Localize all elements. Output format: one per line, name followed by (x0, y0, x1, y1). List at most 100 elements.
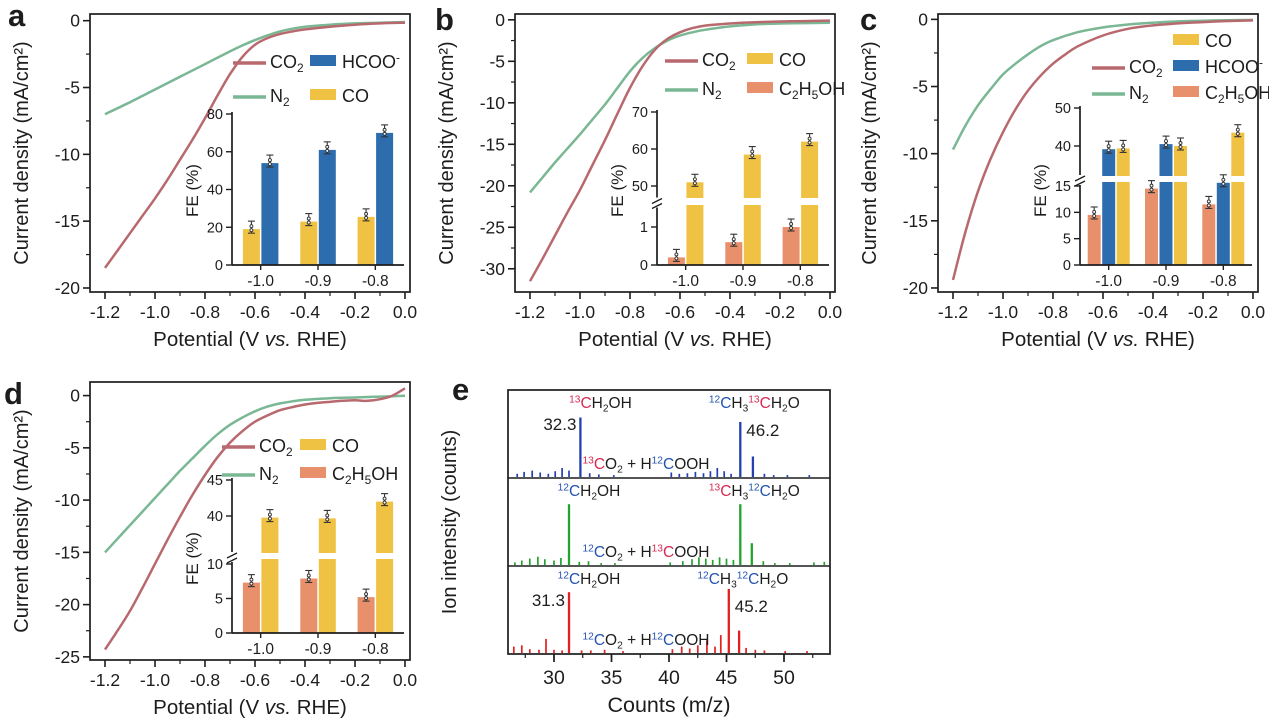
legend: CO CO2 HCOO- N2 C2H5OH (1092, 31, 1269, 106)
legend-label: CO2 (702, 50, 736, 73)
x-tick-label: 35 (601, 667, 623, 689)
error-bars (672, 133, 814, 262)
inset-y-tick: 45 (207, 473, 223, 489)
y-tick-label: -10 (480, 93, 506, 113)
bar-c2h5oh--0.8 (357, 597, 375, 633)
x-axis-title: Potential (V vs. RHE) (1001, 328, 1195, 351)
axes: 30 35 40 45 50 Counts (m/z) Ion intensity (cou… (439, 389, 831, 717)
bar-hcoo--0.8 (376, 132, 394, 265)
legend-swatch (1173, 86, 1199, 97)
x-tick-label: 45 (716, 667, 738, 689)
inset-y-tick: 0 (640, 258, 648, 274)
bar-c2h5oh--0.9 (300, 578, 318, 633)
panel-c: c -1.2 -1.0 -0.8 -0.6 -0.4 -0.2 0.0 0 -5 -10 -15 -2… (848, 0, 1269, 365)
y-tick-label: -15 (480, 134, 505, 154)
error-bars (247, 493, 389, 602)
panel-d-chart: -1.2 -1.0 -0.8 -0.6 -0.4 -0.2 0.0 0 -5 -10 -15 -20 -… (11, 381, 417, 719)
bar-co--0.9 (743, 154, 761, 265)
bar-hcoo--0.9 (318, 149, 336, 265)
y-axis-title: Current density (mA/cm²) (859, 41, 881, 264)
panel-c-chart: -1.2 -1.0 -0.8 -0.6 -0.4 -0.2 0.0 0 -5 -10 -15 -20 P… (859, 9, 1269, 351)
inset-y-axis-title: FE (%) (608, 164, 627, 217)
x-axis-title: Potential (V vs. RHE) (153, 696, 347, 719)
y-tick-label: -5 (489, 51, 505, 71)
inset-bar-chart: 0 20 40 60 80 -1.0 -0.9 -0.8 FE (%) (183, 107, 404, 290)
inset-y-tick: 40 (207, 509, 223, 525)
reaction-annotation: 12CO2 + H12COOH (583, 631, 710, 651)
legend-label: CO (332, 436, 359, 456)
x-tick-label: -0.6 (665, 302, 695, 322)
bar-c2h5oh--1.0 (1087, 215, 1101, 265)
inset-y-tick: 60 (632, 142, 648, 158)
x-tick-label: -0.8 (615, 302, 645, 322)
bar-co--1.0 (242, 229, 260, 265)
bar-c2h5oh--0.8 (782, 227, 800, 265)
y-tick-label: -25 (480, 217, 505, 237)
inset-y-tick: 40 (207, 183, 223, 199)
peak-mz-value: 45.2 (735, 597, 768, 616)
legend-swatch (310, 89, 336, 100)
bar-c2h5oh--0.8 (1202, 204, 1216, 265)
legend-swatch (310, 55, 336, 66)
y-tick-label: -10 (55, 144, 81, 164)
x-tick-label: -1.0 (140, 670, 170, 690)
bar-co--0.9 (318, 518, 336, 633)
bar-co--0.8 (1231, 132, 1245, 265)
legend-swatch (1173, 34, 1199, 45)
peak-mz-value: 32.3 (543, 415, 576, 434)
legend-label: N2 (259, 464, 279, 487)
inset-y-tick: 50 (1055, 101, 1071, 117)
x-tick-label: -0.4 (290, 302, 320, 322)
y-tick-label: -30 (480, 259, 506, 279)
bar-co--1.0 (261, 517, 279, 633)
peak-mz-value: 46.2 (746, 421, 779, 440)
x-tick-label: -1.2 (90, 670, 120, 690)
legend-swatch (1173, 60, 1199, 71)
legend-label: CO2 (259, 436, 293, 459)
legend-swatch (300, 467, 326, 478)
x-axis-title: Potential (V vs. RHE) (578, 328, 772, 351)
y-tick-label: 0 (70, 11, 80, 31)
inset-y-tick: 40 (1055, 139, 1071, 155)
bar-co--1.0 (1116, 148, 1130, 265)
panel-e-chart: 30 35 40 45 50 Counts (m/z) Ion intensity (cou… (439, 389, 831, 717)
curves (103, 20, 406, 269)
legend-label: HCOO- (1205, 56, 1263, 78)
inset-bar-chart: 0 5 10 15 40 50 -1.0 -0.9 -0.8 FE (%) (1031, 101, 1252, 290)
y-tick-label: -15 (55, 542, 80, 562)
bar-hcoo--0.9 (1159, 144, 1173, 265)
peak-mz-value: 31.3 (532, 591, 565, 610)
y-tick-label: -5 (64, 438, 80, 458)
curve-n2 (104, 394, 406, 554)
x-tick-label: -1.2 (938, 302, 968, 322)
x-tick-label: -0.8 (1038, 302, 1068, 322)
inset-y-tick: 0 (215, 258, 223, 274)
y-tick-label: -5 (912, 77, 928, 97)
panel-letter-d: d (4, 376, 23, 411)
y-tick-label: -15 (903, 211, 928, 231)
peak-formula: 12CH2OH (558, 570, 621, 590)
inset-x-tick: -0.9 (1153, 273, 1180, 290)
inset-bar-chart: 0 5 10 40 45 -1.0 -0.9 -0.8 FE (%) (183, 473, 404, 658)
inset-y-tick: 10 (207, 557, 223, 573)
y-axis-title: Current density (mA/cm²) (436, 41, 458, 264)
legend: CO2 HCOO- N2 CO (233, 51, 400, 109)
panel-b: b -1.2 -1.0 -0.8 -0.6 -0.4 -0.2 0.0 0 -5 -10 -15 -2… (425, 0, 850, 365)
x-tick-label: 0.0 (393, 302, 418, 322)
spectrum-green: 12CH2OH 13CH312CH2O 12CO2 + H13COOH (508, 477, 830, 565)
y-tick-label: 0 (918, 9, 928, 29)
inset-x-tick: -1.0 (672, 273, 699, 290)
inset-x-tick: -1.0 (247, 641, 274, 658)
legend: CO2 CO N2 C2H5OH (665, 50, 845, 102)
inset-x-tick: -1.0 (1095, 273, 1122, 290)
panel-letter-e: e (452, 372, 470, 407)
x-tick-label: -0.2 (340, 302, 370, 322)
legend-swatch (300, 439, 326, 450)
inset-y-tick: 20 (207, 220, 223, 236)
x-tick-label: -0.2 (1188, 302, 1218, 322)
bar-co--0.9 (1174, 146, 1187, 265)
curve-co2 (103, 21, 406, 269)
